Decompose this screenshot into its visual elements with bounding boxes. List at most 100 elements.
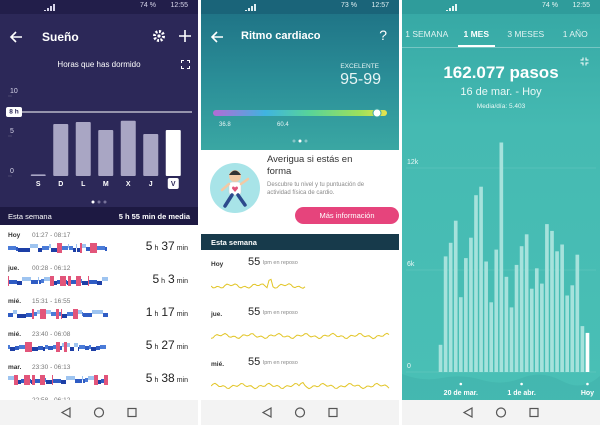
- pager-dot: [103, 200, 107, 204]
- stage-segment: [82, 281, 83, 285]
- bar[interactable]: [53, 124, 69, 176]
- stage-segment: [38, 248, 42, 252]
- hours-unit: h: [154, 245, 159, 252]
- bar[interactable]: [575, 254, 580, 372]
- signal-bar: [44, 10, 46, 11]
- bar[interactable]: [585, 332, 590, 372]
- stage-segment: [73, 309, 78, 319]
- card-button[interactable]: Más información: [295, 207, 399, 224]
- bar[interactable]: [555, 251, 559, 372]
- bar[interactable]: [120, 120, 136, 176]
- bar[interactable]: [143, 134, 159, 176]
- stage-segment: [61, 380, 66, 384]
- expand-glyph: [580, 57, 589, 66]
- bar[interactable]: [30, 174, 46, 176]
- nav-recent[interactable]: [328, 407, 338, 418]
- nav-home[interactable]: [495, 407, 507, 418]
- sleep-row[interactable]: mar. 23:30 - 06:13 5 h 38 min: [0, 360, 198, 394]
- stage-segment: [14, 347, 15, 351]
- bar[interactable]: [165, 130, 181, 176]
- bar[interactable]: [524, 234, 529, 372]
- add-icon[interactable]: [179, 30, 191, 42]
- bar[interactable]: [504, 276, 509, 372]
- period-tab[interactable]: 1 AÑO: [562, 29, 588, 39]
- nav-recent[interactable]: [529, 407, 539, 418]
- heart-row[interactable]: Hoy 55 lpm en reposo: [201, 250, 399, 301]
- sleep-stages: [8, 243, 107, 253]
- bar[interactable]: [560, 244, 564, 373]
- bar[interactable]: [570, 285, 575, 372]
- status-bar: 74 % 12:55: [0, 0, 198, 14]
- nav-back[interactable]: [462, 406, 473, 419]
- stage-segment: [39, 280, 41, 284]
- stage-segment: [56, 309, 59, 319]
- stage-segment: [44, 277, 50, 281]
- stage-segment: [8, 345, 10, 349]
- bar[interactable]: [464, 258, 468, 372]
- nav-home[interactable]: [294, 407, 306, 418]
- sparkline: [211, 332, 390, 340]
- bar[interactable]: [489, 302, 494, 372]
- bar[interactable]: [438, 344, 443, 372]
- bar[interactable]: [545, 224, 549, 372]
- bar[interactable]: [469, 237, 473, 372]
- help-button[interactable]: ?: [379, 27, 387, 43]
- back-button[interactable]: [209, 30, 225, 44]
- bar[interactable]: [580, 326, 585, 372]
- nav-back[interactable]: [60, 406, 71, 419]
- stage-segment: [68, 276, 71, 286]
- sleep-row[interactable]: mié. 23:40 - 06:08 5 h 27 min: [0, 327, 198, 361]
- bar[interactable]: [458, 297, 463, 372]
- pager-dots: [91, 200, 107, 204]
- bar[interactable]: [474, 195, 478, 372]
- bar[interactable]: [494, 249, 499, 372]
- nav-back[interactable]: [261, 406, 272, 419]
- bar[interactable]: [479, 186, 483, 372]
- heart-sparkline: [211, 278, 306, 289]
- stage-segment: [26, 313, 32, 317]
- signal-bar: [251, 6, 253, 11]
- stage-segment: [40, 375, 45, 385]
- period-tab[interactable]: 1 SEMANA: [405, 29, 449, 39]
- stage-segment: [38, 346, 43, 350]
- bar[interactable]: [443, 256, 448, 372]
- settings-icon[interactable]: [153, 30, 165, 42]
- bar[interactable]: [75, 122, 91, 176]
- row-duration: 1 h 17 min: [146, 303, 188, 321]
- sleep-row[interactable]: mié. 15:31 - 16:55 1 h 17 min: [0, 294, 198, 328]
- heart-row[interactable]: jue. 55 lpm en reposo: [201, 300, 399, 351]
- x-tick-label: L: [81, 181, 86, 188]
- battery-level: 74 %: [542, 2, 558, 9]
- sleep-row[interactable]: Hoy 01:27 - 08:17 5 h 37 min: [0, 228, 198, 262]
- bar[interactable]: [453, 220, 458, 372]
- bar[interactable]: [534, 268, 539, 372]
- stage-segment: [89, 280, 93, 284]
- back-button[interactable]: [8, 30, 24, 44]
- sleep-row[interactable]: jue. 00:28 - 06:12 5 h 3 min: [0, 261, 198, 295]
- stage-segment: [57, 243, 61, 253]
- bar[interactable]: [540, 283, 544, 372]
- bar[interactable]: [484, 261, 488, 373]
- stage-segment: [88, 346, 89, 350]
- bar[interactable]: [98, 130, 114, 176]
- bar[interactable]: [499, 142, 504, 373]
- nav-recent[interactable]: [127, 407, 137, 418]
- bar[interactable]: [509, 307, 514, 372]
- period-tab[interactable]: 3 MESES: [507, 29, 545, 39]
- nav-home[interactable]: [93, 407, 105, 418]
- bar[interactable]: [519, 246, 524, 372]
- bar[interactable]: [514, 264, 519, 372]
- bar[interactable]: [565, 295, 570, 373]
- bar[interactable]: [529, 288, 534, 372]
- bar[interactable]: [550, 230, 554, 372]
- y-tick-label: 0: [407, 363, 411, 370]
- zone-value: 95-99: [340, 71, 381, 88]
- row-duration: 5 h 3 min: [152, 270, 188, 288]
- heart-sparkline: [211, 381, 390, 390]
- bar[interactable]: [448, 242, 453, 372]
- heart-row[interactable]: mié. 55 lpm en reposo: [201, 350, 399, 401]
- period-tab[interactable]: 1 MES: [463, 29, 489, 39]
- signal-bar: [248, 8, 250, 11]
- stage-segment: [8, 313, 13, 317]
- minutes-unit: min: [176, 377, 188, 384]
